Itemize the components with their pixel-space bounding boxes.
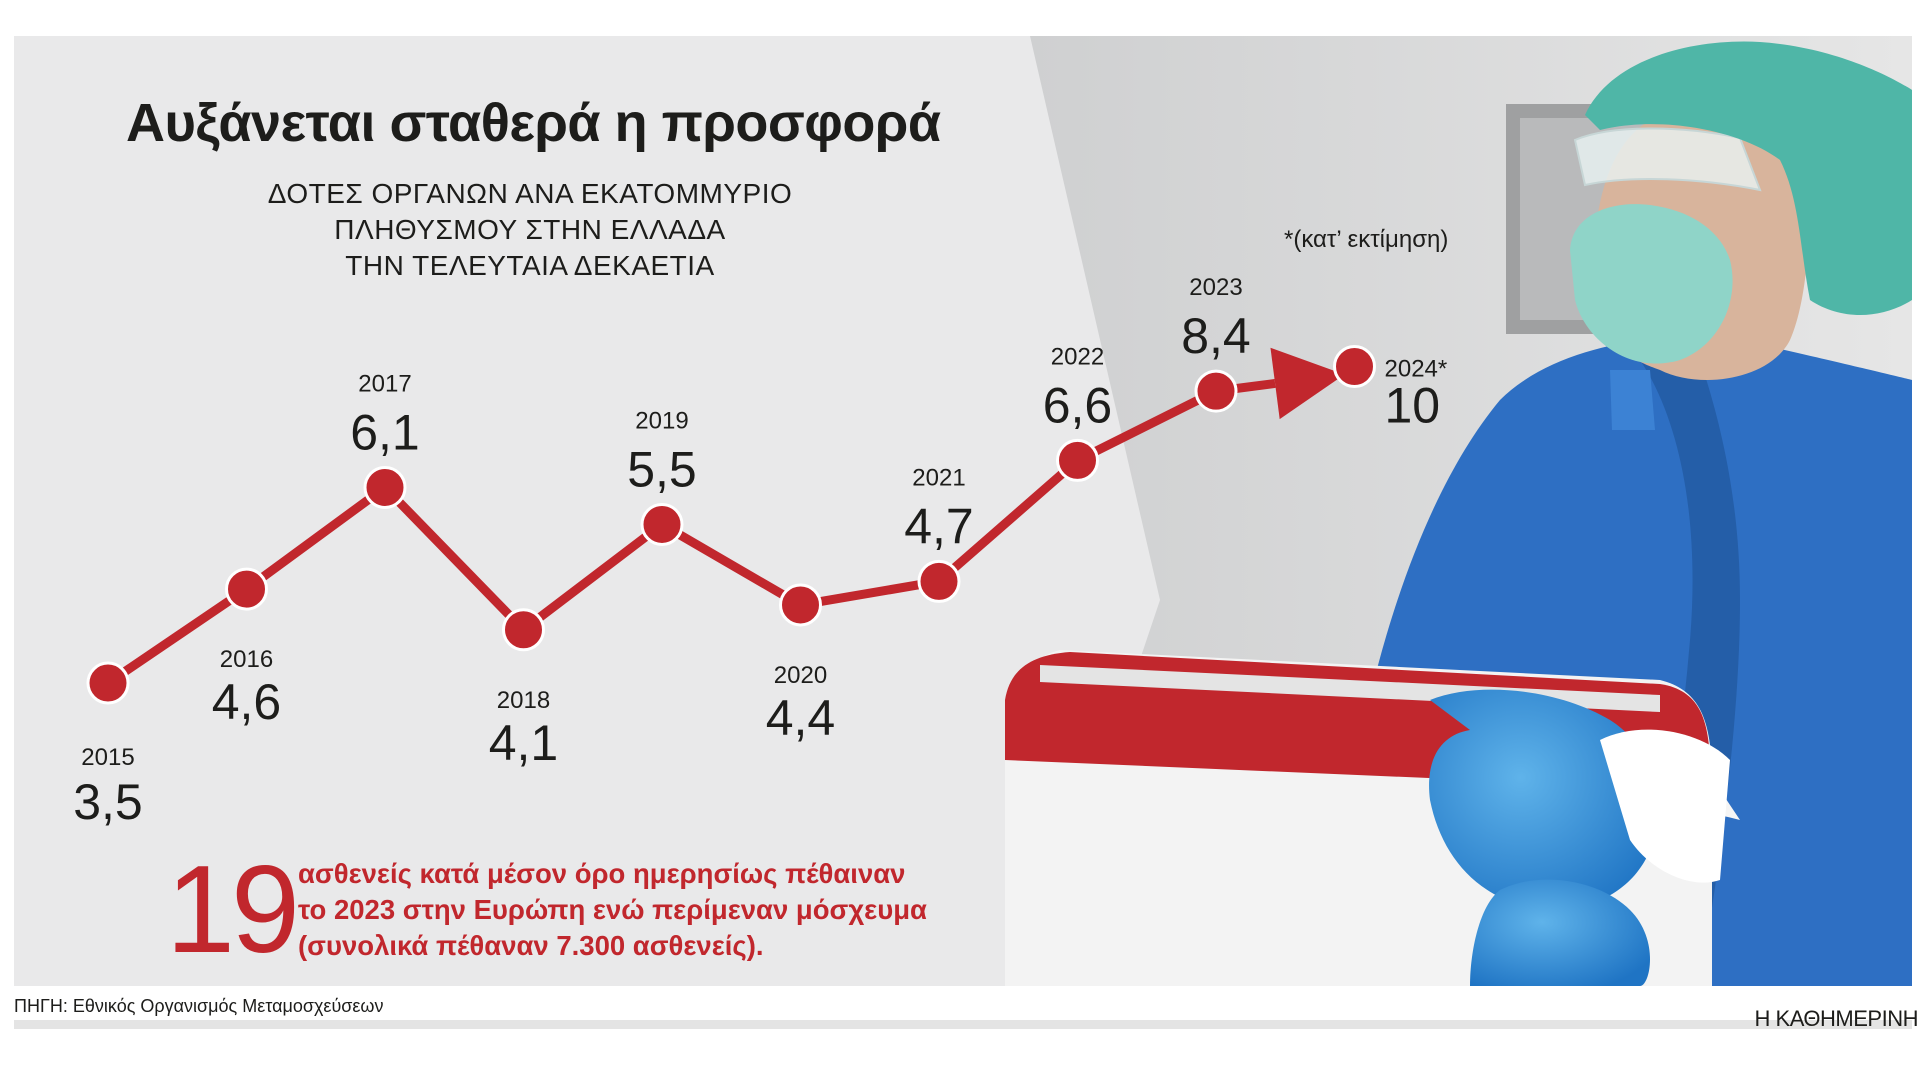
surgical-cap xyxy=(1585,41,1912,316)
chart-labels: 20153,520164,620176,120184,120195,520204… xyxy=(73,274,1447,830)
data-point-2019 xyxy=(640,502,684,546)
sleeve-cuff xyxy=(1600,729,1730,883)
value-label-2017: 6,1 xyxy=(350,404,420,460)
scrubs-collar xyxy=(1610,370,1655,430)
estimate-footnote: *(κατ’ εκτίμηση) xyxy=(1284,226,1449,253)
data-point-2024 xyxy=(1333,345,1376,388)
year-label-2020: 2020 xyxy=(774,662,827,689)
data-point-2020 xyxy=(779,583,822,627)
publisher-logo-text: Η ΚΑΘΗΜΕΡΙΝΗ xyxy=(1754,1006,1919,1031)
value-label-2020: 4,4 xyxy=(766,690,836,746)
surgical-mask xyxy=(1570,204,1733,364)
safety-goggles xyxy=(1573,127,1762,192)
source-credit: ΠΗΓΗ: Εθνικός Οργανισμός Μεταμοσχεύσεων xyxy=(14,996,384,1016)
left-gloved-hand xyxy=(1429,689,1658,910)
series-line xyxy=(105,379,1276,687)
data-point-2023 xyxy=(1194,369,1238,413)
trend-arrow-head xyxy=(1270,347,1345,420)
value-label-2018: 4,1 xyxy=(489,715,559,771)
value-label-2022: 6,6 xyxy=(1043,377,1113,433)
year-label-2017: 2017 xyxy=(358,370,411,397)
year-label-2022: 2022 xyxy=(1051,343,1104,370)
right-gloved-hand xyxy=(1470,879,1650,986)
data-point-2016 xyxy=(225,567,268,611)
year-label-2019: 2019 xyxy=(635,407,688,434)
doctor-photo xyxy=(1005,36,1912,986)
data-point-2018 xyxy=(502,608,545,652)
value-label-2016: 4,6 xyxy=(212,674,282,730)
year-label-2018: 2018 xyxy=(497,687,550,714)
highlight-text: ασθενείς κατά μέσον όρο ημερησίως πέθαιν… xyxy=(298,858,927,961)
value-label-2019: 5,5 xyxy=(627,441,697,497)
data-point-2021 xyxy=(917,559,961,603)
data-point-2022 xyxy=(1056,438,1099,482)
chart-points xyxy=(86,345,1376,705)
value-label-2015: 3,5 xyxy=(73,774,143,830)
value-label-2024: 10 xyxy=(1385,378,1441,434)
year-label-2021: 2021 xyxy=(912,464,965,491)
chart-series-line xyxy=(105,347,1345,687)
value-label-2023: 8,4 xyxy=(1181,308,1251,364)
year-label-2015: 2015 xyxy=(81,744,134,771)
highlight-number: 19 xyxy=(166,841,300,979)
chart-subtitle: ΔΟΤΕΣ ΟΡΓΑΝΩΝ ΑΝΑ ΕΚΑΤΟΜΜΥΡΙΟ ΠΛΗΘΥΣΜΟΥ … xyxy=(267,178,793,281)
data-point-2017 xyxy=(363,465,407,509)
value-label-2021: 4,7 xyxy=(904,498,974,554)
year-label-2024: 2024* xyxy=(1385,356,1448,383)
data-point-2015 xyxy=(86,661,130,705)
year-label-2016: 2016 xyxy=(220,646,273,673)
year-label-2023: 2023 xyxy=(1189,274,1242,301)
footer-divider xyxy=(14,1020,1912,1029)
page-title: Αυξάνεται σταθερά η προσφορά xyxy=(126,93,941,153)
